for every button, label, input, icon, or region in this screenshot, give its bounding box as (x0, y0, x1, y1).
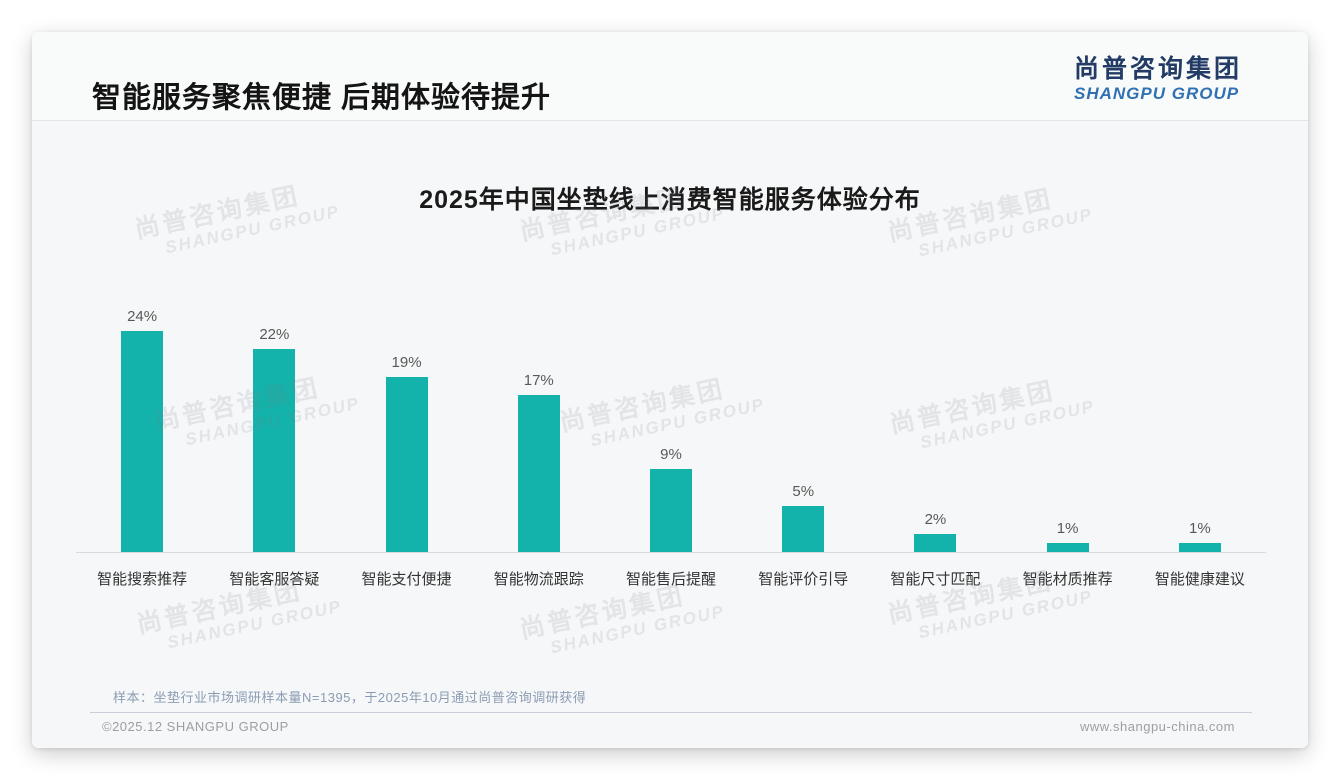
bar-chart: 24% 22% 19% 17% 9% 5% 2% 1% 1% (76, 293, 1266, 553)
bar (782, 506, 825, 552)
bar (1178, 543, 1221, 552)
slide-card: 智能服务聚焦便捷 后期体验待提升 尚普咨询集团 SHANGPU GROUP 20… (32, 32, 1308, 748)
bar (121, 331, 164, 552)
bar-value-label: 1% (1056, 520, 1079, 537)
watermark-text-en: SHANGPU GROUP (548, 601, 727, 658)
bar (517, 395, 560, 552)
category-label: 智能健康建议 (1154, 571, 1245, 588)
bar-column: 1% (1134, 293, 1266, 552)
website-text: www.shangpu-china.com (1079, 719, 1235, 734)
category-label: 智能搜索推荐 (97, 571, 188, 588)
bar-column: 2% (869, 293, 1001, 552)
logo-text-cn: 尚普咨询集团 (1073, 55, 1242, 83)
bar (385, 377, 428, 552)
bar-value-label: 5% (792, 483, 815, 500)
bar (649, 469, 692, 552)
bar-value-label: 17% (523, 372, 554, 389)
category-axis: 智能搜索推荐 智能客服答疑 智能支付便捷 智能物流跟踪 智能售后提醒 智能评价引导 智能尺寸… (76, 554, 1266, 589)
category-label: 智能材质推荐 (1022, 571, 1113, 588)
bar-column: 22% (208, 293, 340, 552)
copyright-text: ©2025.12 SHANGPU GROUP (102, 719, 289, 734)
page-title: 智能服务聚焦便捷 后期体验待提升 (92, 82, 552, 114)
sample-note: 样本：坐垫行业市场调研样本量N=1395，于2025年10月通过尚普咨询调研获得 (113, 690, 587, 705)
logo-text-en: SHANGPU GROUP (1073, 83, 1240, 103)
bar-column: 17% (473, 293, 605, 552)
category-label: 智能客服答疑 (229, 571, 320, 588)
bar-column: 19% (340, 293, 472, 552)
header: 智能服务聚焦便捷 后期体验待提升 尚普咨询集团 SHANGPU GROUP (32, 32, 1308, 121)
bar-value-label: 24% (127, 308, 158, 325)
watermark-text-en: SHANGPU GROUP (165, 596, 344, 653)
bar-column: 5% (737, 293, 869, 552)
bar (253, 349, 296, 552)
bar-column: 24% (76, 293, 208, 552)
bar-value-label: 1% (1189, 520, 1211, 537)
category-label: 智能售后提醒 (625, 571, 716, 588)
category-label: 智能评价引导 (758, 571, 849, 588)
bar (914, 534, 957, 552)
bar-value-label: 19% (391, 354, 422, 371)
bar-value-label: 2% (924, 511, 947, 528)
footer-divider (90, 712, 1252, 713)
bar-column: 1% (1002, 293, 1134, 552)
chart-title: 2025年中国坐垫线上消费智能服务体验分布 (419, 186, 921, 214)
bar-value-label: 9% (660, 446, 682, 463)
category-label: 智能尺寸匹配 (890, 571, 981, 588)
watermark-text-en: SHANGPU GROUP (916, 586, 1095, 643)
category-label: 智能物流跟踪 (493, 571, 584, 588)
category-label: 智能支付便捷 (361, 571, 452, 588)
bar-column: 9% (605, 293, 737, 552)
company-logo: 尚普咨询集团 SHANGPU GROUP (1073, 55, 1242, 104)
bar (1046, 543, 1089, 552)
bar-value-label: 22% (259, 326, 290, 343)
